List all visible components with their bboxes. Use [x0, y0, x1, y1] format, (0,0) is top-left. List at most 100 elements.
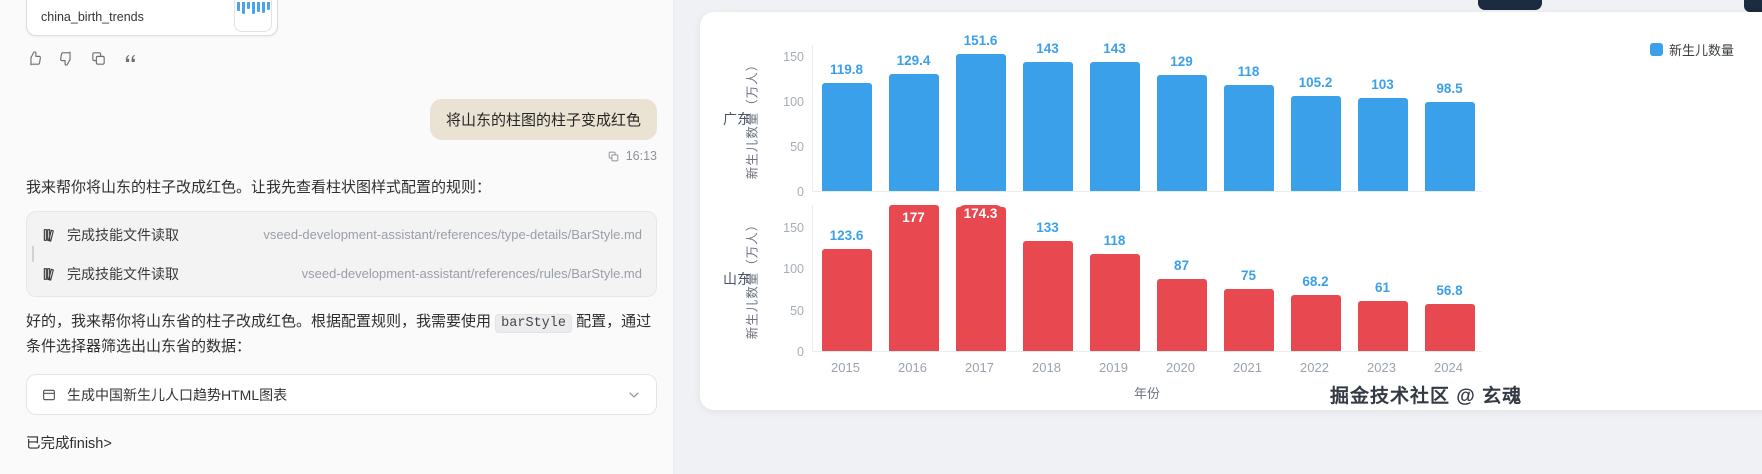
chat-panel: china_birth_trends 将山东的柱图的柱子变成红色 16:13 我… — [0, 0, 674, 474]
inline-code-barstyle: barStyle — [495, 314, 572, 334]
completion-status-text: 已完成finish> — [26, 436, 112, 453]
bar-value-label: 151.6 — [963, 33, 998, 49]
bar-value-label: 98.5 — [1436, 81, 1463, 97]
bar-value-label: 119.8 — [829, 61, 864, 77]
toolbar-button-partial[interactable] — [1744, 0, 1762, 12]
message-actions-row — [26, 50, 657, 67]
legend-marker — [1650, 43, 1663, 56]
bar-广东-2023 — [1357, 98, 1408, 191]
bar-value-label: 133 — [1036, 220, 1059, 236]
bar-value-label: 174.3 — [947, 205, 1014, 223]
user-message-bubble: 将山东的柱图的柱子变成红色 — [429, 99, 657, 140]
y-tick: 100 — [783, 262, 804, 277]
chart-thumbnail-icon — [234, 0, 272, 32]
bar-广东-2024 — [1424, 102, 1475, 191]
y-tick: 50 — [790, 139, 804, 154]
copy-icon[interactable] — [90, 50, 107, 67]
copy-message-icon[interactable] — [607, 150, 620, 163]
y-tick: 150 — [783, 221, 804, 236]
tool-call-group: 完成技能文件读取 vseed-development-assistant/ref… — [26, 211, 657, 298]
y-tick: 0 — [797, 345, 804, 359]
books-icon — [43, 267, 54, 281]
bar-value-label: 177 — [902, 209, 925, 225]
tool-call-label: 完成技能文件读取 — [67, 265, 179, 282]
message-timestamp: 16:13 — [625, 149, 657, 163]
chevron-down-icon[interactable] — [626, 387, 642, 403]
bar-value-label: 68.2 — [1302, 273, 1329, 289]
tool-call-path: vseed-development-assistant/references/r… — [301, 266, 642, 282]
bar-山东-2023 — [1357, 300, 1408, 351]
quote-icon[interactable] — [122, 50, 139, 67]
bar-广东-2019 — [1089, 62, 1140, 191]
bar-value-label: 129.4 — [896, 53, 931, 69]
message-meta-row: 16:13 — [26, 149, 657, 163]
y-tick: 100 — [783, 94, 804, 109]
bar-value-label: 103 — [1371, 77, 1394, 93]
user-message-row: 将山东的柱图的柱子变成红色 — [26, 99, 657, 140]
bar-value-label: 143 — [1036, 41, 1059, 57]
bar-山东-2020 — [1156, 279, 1207, 351]
collapsible-label: 生成中国新生儿人口趋势HTML图表 — [67, 386, 288, 403]
x-tick: 2017 — [965, 360, 994, 375]
x-tick: 2016 — [898, 360, 927, 375]
x-tick: 2015 — [831, 360, 860, 375]
assistant-intro-text: 我来帮你将山东的柱子改成红色。让我先查看柱状图样式配置的规则： — [26, 179, 492, 196]
thumbs-up-icon[interactable] — [26, 50, 43, 67]
bar-value-label: 61 — [1374, 279, 1391, 295]
chart-legend[interactable]: 新生儿数量 — [1650, 40, 1734, 59]
x-tick: 2021 — [1233, 360, 1262, 375]
tool-call-row-1[interactable]: 完成技能文件读取 vseed-development-assistant/ref… — [41, 215, 642, 254]
y-tick: 0 — [797, 185, 804, 199]
artifact-title: china_birth_trends — [41, 10, 144, 24]
thumbs-down-icon[interactable] — [58, 50, 75, 67]
books-icon — [43, 228, 54, 242]
bar-广东-2017 — [955, 54, 1006, 191]
tool-call-label: 完成技能文件读取 — [67, 226, 179, 243]
artifact-card-china-birth-trends[interactable]: china_birth_trends — [26, 0, 278, 36]
bar-value-label: 118 — [1103, 232, 1126, 248]
x-tick: 2023 — [1367, 360, 1396, 375]
x-tick: 2018 — [1032, 360, 1061, 375]
row-label-shandong: 山东 — [723, 271, 751, 287]
bar-value-label: 123.6 — [829, 227, 864, 243]
bar-value-label: 118 — [1237, 63, 1260, 79]
watermark: 掘金技术社区 @ 玄魂 — [1330, 386, 1523, 407]
bar-value-label: 129 — [1170, 53, 1193, 69]
body-text-after: 配置，通过条件选择器筛选出山东省的数据： — [26, 313, 652, 356]
y-tick: 50 — [790, 303, 804, 318]
step-connector-line — [32, 246, 34, 263]
bar-广东-2020 — [1156, 74, 1207, 191]
chart-preview-card: 新生儿数量 广东 山东 新生儿数量（万人） 新生儿数量（万人） 0 50 100 15… — [700, 12, 1762, 410]
window-icon — [43, 389, 55, 401]
bar-山东-2018 — [1022, 241, 1073, 351]
row-label-guangdong: 广东 — [723, 111, 751, 127]
plot-area-guangdong: 119.8 129.4 151.6 143 143 129 118 105.2 103 98.5 — [812, 33, 1482, 192]
bar-广东-2016 — [888, 74, 939, 191]
bar-value-label: 143 — [1103, 41, 1126, 57]
bar-广东-2015 — [821, 82, 872, 191]
bar-广东-2018 — [1022, 62, 1073, 191]
x-tick: 2022 — [1300, 360, 1329, 375]
y-axis-ticks-shandong: 0 50 100 150 — [764, 205, 804, 359]
bar-山东-2017 — [955, 207, 1006, 351]
tool-call-path: vseed-development-assistant/references/t… — [263, 227, 642, 243]
bar-山东-2021 — [1223, 289, 1274, 351]
x-axis-title: 年份 — [1133, 386, 1160, 401]
assistant-body-text: 好的，我来帮你将山东省的柱子改成红色。根据配置规则，我需要使用 barStyle… — [26, 310, 657, 358]
bar-山东-2024 — [1424, 304, 1475, 351]
y-axis-title-guangdong: 新生儿数量（万人） — [745, 57, 760, 180]
collapsible-chart-task[interactable]: 生成中国新生儿人口趋势HTML图表 — [26, 374, 657, 416]
bar-value-label: 87 — [1173, 258, 1190, 274]
bar-value-label: 105.2 — [1298, 75, 1333, 91]
bar-广东-2022 — [1290, 96, 1341, 191]
y-tick: 150 — [783, 49, 804, 64]
x-tick: 2024 — [1434, 360, 1463, 375]
body-text-before: 好的，我来帮你将山东省的柱子改成红色。根据配置规则，我需要使用 — [26, 313, 496, 331]
bar-山东-2022 — [1290, 294, 1341, 351]
plot-area-shandong: 123.6 177 174.3 133 118 87 75 68.2 61 56.8 — [812, 204, 1482, 352]
tool-call-row-2[interactable]: 完成技能文件读取 vseed-development-assistant/ref… — [41, 254, 642, 293]
y-axis-title-shandong: 新生儿数量（万人） — [745, 217, 760, 340]
legend-label: 新生儿数量 — [1669, 43, 1735, 58]
primary-action-button-partial[interactable] — [1478, 0, 1542, 10]
bar-广东-2021 — [1223, 84, 1274, 191]
